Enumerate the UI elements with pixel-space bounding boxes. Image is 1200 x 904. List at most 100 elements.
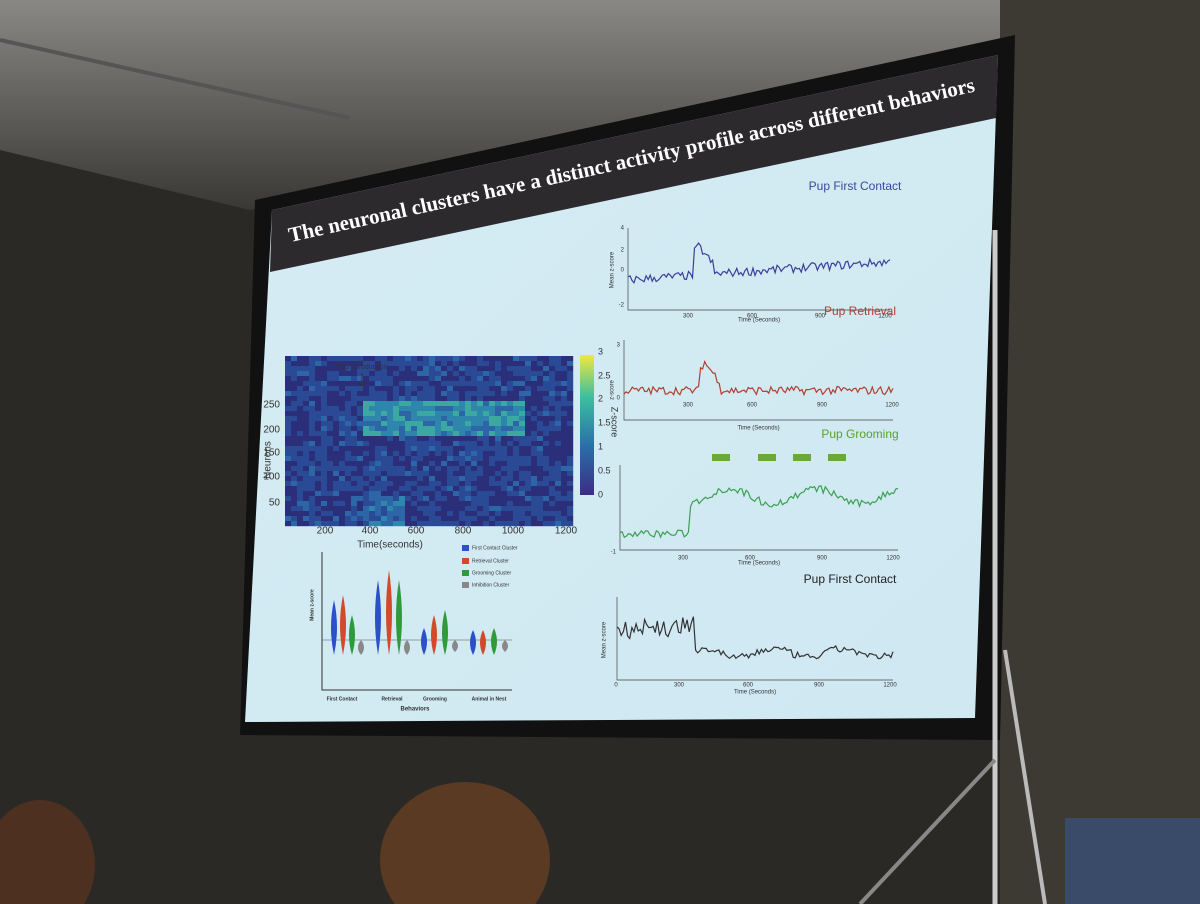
heatmap-cell — [447, 451, 454, 457]
heatmap-cell — [297, 476, 304, 482]
heatmap-cell — [327, 506, 334, 512]
heatmap-cell — [339, 516, 346, 522]
heatmap-cell — [519, 406, 526, 412]
heatmap-cell — [549, 501, 556, 507]
heatmap-cell — [447, 356, 454, 362]
heatmap-cell — [327, 476, 334, 482]
heatmap-cell — [561, 376, 568, 382]
heatmap-cell — [561, 366, 568, 372]
heatmap-cell — [441, 401, 448, 407]
heatmap-cell — [519, 461, 526, 467]
heatmap-cell — [357, 431, 364, 437]
heatmap-cell — [297, 456, 304, 462]
heatmap-cell — [339, 451, 346, 457]
heatmap-cell — [537, 426, 544, 432]
heatmap-cell — [315, 506, 322, 512]
heatmap-cell — [453, 516, 460, 522]
heatmap-cell — [477, 496, 484, 502]
heatmap-cell — [453, 406, 460, 412]
heatmap-cell — [519, 486, 526, 492]
heatmap-cell — [309, 451, 316, 457]
heatmap-cell — [381, 471, 388, 477]
heatmap-cell — [339, 391, 346, 397]
heatmap-cell — [393, 486, 400, 492]
heatmap-cell — [477, 521, 484, 527]
heatmap-cell — [447, 436, 454, 442]
tick-label: 300 — [674, 683, 685, 689]
heatmap-cell — [549, 426, 556, 432]
arrow — [357, 373, 367, 387]
heatmap-cell — [429, 436, 436, 442]
heatmap-cell — [339, 521, 346, 527]
tick-label: 2 — [598, 393, 603, 403]
heatmap-cell — [525, 441, 532, 447]
heatmap-cell — [399, 411, 406, 417]
heatmap-cell — [381, 421, 388, 427]
heatmap-cell — [345, 466, 352, 472]
heatmap-cell — [489, 441, 496, 447]
heatmap-cell — [471, 381, 478, 387]
heatmap-cell — [411, 496, 418, 502]
heatmap-cell — [315, 401, 322, 407]
heatmap-cell — [285, 366, 292, 372]
heatmap-cell — [483, 376, 490, 382]
heatmap-cell — [285, 401, 292, 407]
heatmap-cell — [537, 501, 544, 507]
heatmap-cell — [297, 446, 304, 452]
heatmap-cell — [333, 401, 340, 407]
heatmap-cell — [495, 401, 502, 407]
heatmap-cell — [489, 471, 496, 477]
heatmap-cell — [501, 431, 508, 437]
heatmap-cell — [303, 426, 310, 432]
heatmap-cell — [549, 431, 556, 437]
heatmap-cell — [507, 451, 514, 457]
heatmap-cell — [507, 361, 514, 367]
heatmap-cell — [501, 371, 508, 377]
heatmap-cell — [525, 401, 532, 407]
heatmap-cell — [321, 491, 328, 497]
heatmap-cell — [393, 506, 400, 512]
heatmap-cell — [429, 466, 436, 472]
heatmap-cell — [429, 496, 436, 502]
heatmap-cell — [549, 381, 556, 387]
heatmap-cell — [405, 401, 412, 407]
heatmap-cell — [489, 396, 496, 402]
heatmap-cell — [465, 461, 472, 467]
heatmap-cell — [327, 366, 334, 372]
heatmap-cell — [567, 456, 574, 462]
heatmap-cell — [297, 501, 304, 507]
heatmap-cell — [447, 401, 454, 407]
heatmap-cell — [501, 521, 508, 527]
heatmap-cell — [489, 431, 496, 437]
heatmap-cell — [471, 521, 478, 527]
heatmap-cell — [525, 466, 532, 472]
heatmap-cell — [447, 486, 454, 492]
axis-label: Z-score — [610, 407, 620, 438]
heatmap-cell — [297, 371, 304, 377]
heatmap-cell — [327, 511, 334, 517]
heatmap-cell — [417, 516, 424, 522]
heatmap-cell — [531, 356, 538, 362]
heatmap-cell — [507, 501, 514, 507]
heatmap-cell — [399, 366, 406, 372]
heatmap-cell — [519, 441, 526, 447]
heatmap-cell — [549, 496, 556, 502]
heatmap-cell — [441, 476, 448, 482]
heatmap-cell — [399, 431, 406, 437]
heatmap-cell — [423, 426, 430, 432]
heatmap-cell — [321, 441, 328, 447]
heatmap-cell — [459, 396, 466, 402]
heatmap-cell — [471, 446, 478, 452]
heatmap-cell — [507, 441, 514, 447]
heatmap-cell — [327, 461, 334, 467]
heatmap-cell — [459, 411, 466, 417]
heatmap-cell — [399, 356, 406, 362]
heatmap-cell — [501, 501, 508, 507]
heatmap-cell — [525, 381, 532, 387]
heatmap-cell — [285, 496, 292, 502]
heatmap-cell — [525, 476, 532, 482]
axis-label: Time (Seconds) — [737, 426, 779, 432]
heatmap-cell — [519, 411, 526, 417]
heatmap-cell — [507, 436, 514, 442]
heatmap-cell — [351, 431, 358, 437]
